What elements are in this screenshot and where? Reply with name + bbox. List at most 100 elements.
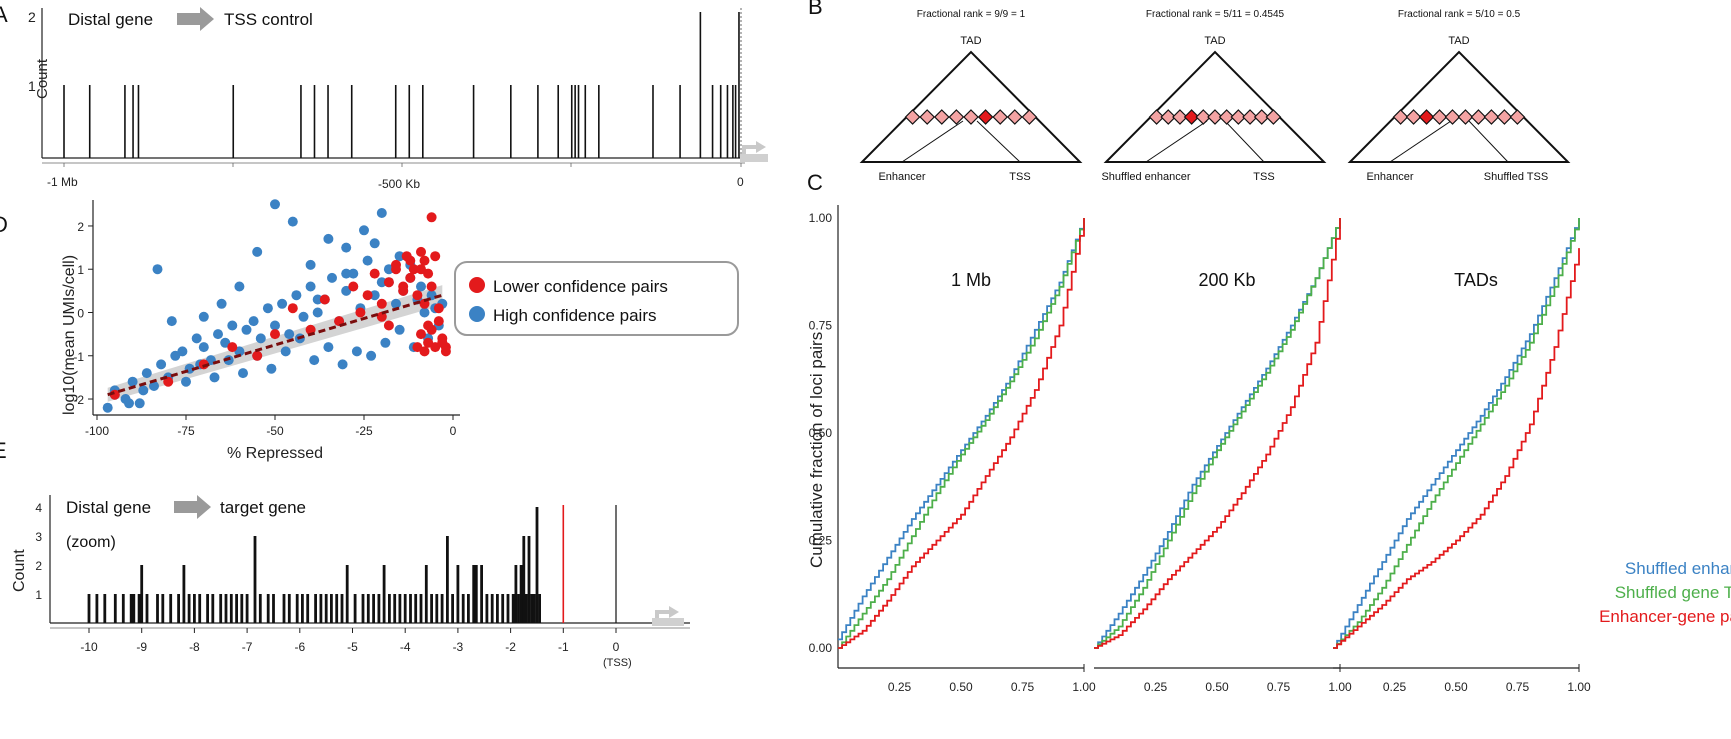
panel-e-bar [519,565,523,623]
panel-c-legend-enhancer-gene: Enhancer-gene pairs [1599,607,1731,626]
panel-e-bar [361,594,365,623]
panel-e-ytick: 2 [35,559,42,573]
panel-e-bar [467,594,470,623]
panel-d-legend-high-dot [469,306,485,322]
panel-d-point [369,268,380,279]
panel-d-ytick: -2 [73,393,84,407]
panel-a-title-right: TSS control [224,10,313,29]
panel-c-xtick: 0.25 [888,680,912,694]
panel-letter-c: C [807,170,823,195]
panel-c-series-line [1333,218,1580,649]
panel-b-diamond [963,109,979,125]
panel-e-bar [129,594,133,623]
panel-b-diamond [1230,109,1247,125]
panel-e-bar [103,594,107,623]
panel-d-xtick: -50 [266,424,284,438]
panel-d-point [198,342,209,353]
panel-e-bar [451,594,454,623]
panel-d-point [394,324,405,335]
panel-b-tree: Fractional rank = 9/9 = 1 TAD Enhancer TSS [859,9,1083,183]
panel-d-point [440,342,451,353]
panel-e-bar [206,594,209,623]
panel-d-point [376,298,387,309]
panel-d-point [213,329,223,340]
panel-e-bar [198,594,202,623]
panel-b-diamond [1470,109,1487,125]
panel-letter-e: E [0,438,7,463]
panel-d-ytick: 1 [77,263,84,277]
panel-e-title-left: Distal gene [66,498,151,517]
panel-e-bar [506,594,510,623]
panel-d-point [124,398,134,409]
panel-e-bar [330,594,333,623]
panel-a-ylabel: Count [34,58,51,99]
panel-d-point [252,246,263,257]
panel-e-bar [403,594,407,623]
panel-d-point [419,255,430,266]
panel-d-point [181,376,191,387]
panel-d-point [359,225,369,236]
panel-e-bar [295,594,299,623]
panel-d-point [369,238,380,249]
panel-b-diamond [1431,109,1448,125]
panel-d-point [416,264,426,275]
panel-b-tad-label: TAD [1448,35,1469,47]
panel-e-bar [474,565,478,623]
panel-d-point [191,333,202,344]
panel-e-bar [511,594,515,623]
panel-b-diamond [904,109,921,125]
panel-d-point [351,346,362,357]
panel-e-bar [282,594,286,623]
panel-e-bar [501,594,505,623]
panel-d-point [416,246,426,257]
panel-e-bar [145,594,149,623]
panel-d-point [348,281,359,292]
panel-a-bars [63,12,740,158]
panel-b-link-right [1224,120,1265,163]
panel-e-bar [372,594,375,623]
panel-c: C Cumulative fraction of loci pairs 0.00… [807,170,1731,694]
panel-b-right-label: TSS [1009,171,1030,183]
panel-b-tad-label: TAD [960,35,981,47]
panel-d-point [166,316,177,327]
panel-e-bar [219,594,223,623]
panel-e-bar [182,565,186,623]
panel-e-xtick: -8 [189,640,200,654]
panel-e-bar [485,594,489,623]
panel-letter-d: D [0,212,8,237]
panel-e-bar [530,594,534,623]
panel-d-point [198,311,209,322]
panel-d-trend-line [107,293,443,397]
panel-e-bar [193,594,196,623]
panel-e-bar [211,594,215,623]
panel-d-point [408,264,419,275]
panel-d-ticks: -100 -75 -50 -25 0 -2 -1 0 1 2 [73,220,456,438]
panel-b-diamond [933,109,950,125]
panel-e-xtick: 0 [613,640,620,654]
panel-d-point [405,255,416,266]
panel-e-bar [522,536,526,623]
panel-d-point [227,320,238,331]
panel-d-point [287,303,298,314]
panel-b-left-label: Enhancer [1366,171,1413,183]
panel-d-point [376,208,387,218]
panel-e-xtick: -4 [400,640,411,654]
panel-d-point [426,212,437,223]
panel-b-tree: Fractional rank = 5/11 = 0.4545 TAD Shuffl… [1101,9,1327,183]
panel-b-left-label: Shuffled enhancer [1101,171,1190,183]
panel-d-point [127,376,138,387]
panel-c-series-line [1333,218,1580,649]
panel-e-bar [169,594,173,623]
panel-b-link-left [1389,120,1452,163]
panel-d-point [405,272,416,283]
panel-e-bar [366,594,370,623]
panel-e-bar [240,594,244,623]
panel-e-bar [480,565,483,623]
panel-e-ylabel: Count [11,549,28,592]
panel-d-point [248,316,259,327]
panel-e-bar [393,594,397,623]
panel-b-rank: Fractional rank = 5/10 = 0.5 [1398,9,1521,20]
panel-c-facet-label: TADs [1454,270,1498,290]
panel-e-arrow-icon [174,495,211,519]
